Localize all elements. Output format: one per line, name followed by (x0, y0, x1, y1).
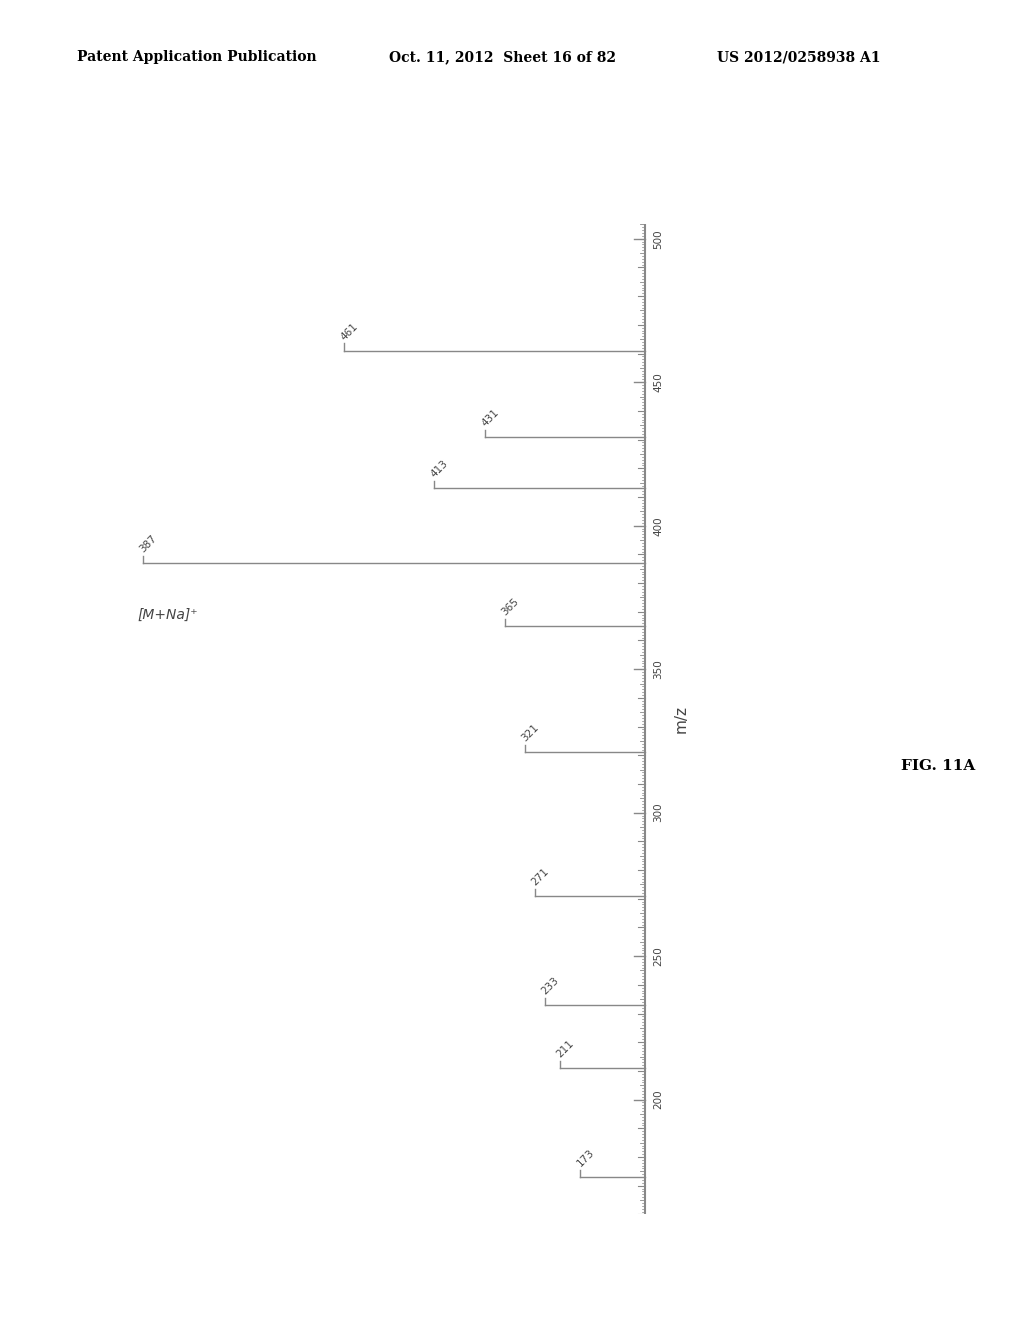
Text: 200: 200 (653, 1090, 664, 1109)
Text: 350: 350 (653, 659, 664, 678)
Text: Patent Application Publication: Patent Application Publication (77, 50, 316, 65)
Text: [M+Na]⁺: [M+Na]⁺ (137, 607, 199, 622)
Text: 500: 500 (653, 228, 664, 248)
Text: 413: 413 (429, 458, 451, 479)
Text: 271: 271 (529, 866, 551, 887)
Text: 387: 387 (137, 533, 159, 554)
Text: 431: 431 (479, 407, 501, 428)
Text: 173: 173 (575, 1147, 596, 1168)
Text: 233: 233 (540, 975, 561, 997)
Text: 450: 450 (653, 372, 664, 392)
Text: 365: 365 (500, 597, 521, 618)
Text: 461: 461 (339, 321, 359, 342)
Text: FIG. 11A: FIG. 11A (901, 759, 976, 772)
Text: 400: 400 (653, 516, 664, 536)
Text: Oct. 11, 2012  Sheet 16 of 82: Oct. 11, 2012 Sheet 16 of 82 (389, 50, 616, 65)
Text: 300: 300 (653, 803, 664, 822)
Text: 250: 250 (653, 946, 664, 966)
Text: 321: 321 (520, 722, 541, 743)
Text: US 2012/0258938 A1: US 2012/0258938 A1 (717, 50, 881, 65)
Text: 211: 211 (555, 1039, 577, 1060)
Text: m/z: m/z (673, 705, 688, 734)
